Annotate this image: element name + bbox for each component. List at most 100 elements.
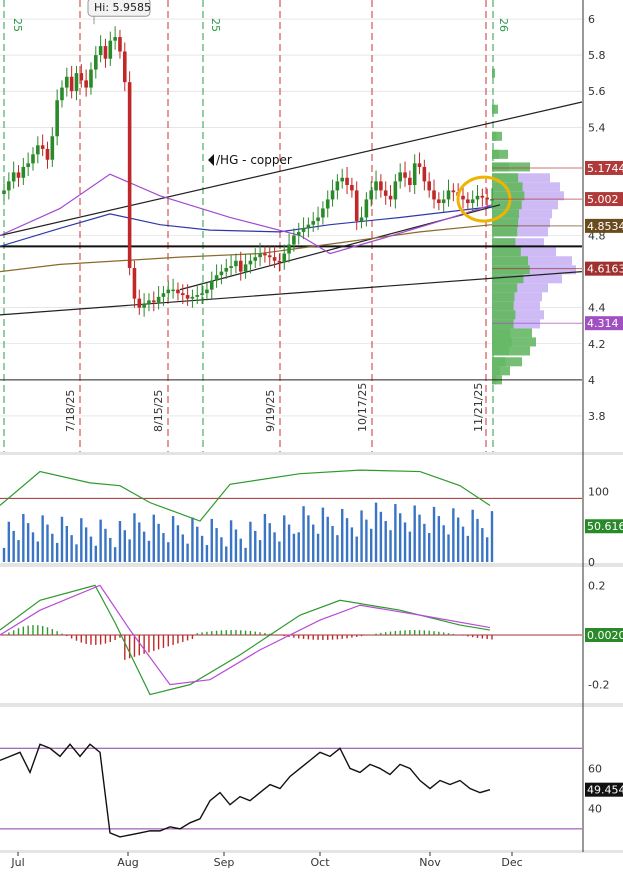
candle-body bbox=[306, 224, 311, 229]
volume-bar bbox=[283, 515, 286, 562]
event-date-label: 7/18/25 bbox=[64, 390, 77, 432]
profile-bar bbox=[492, 274, 562, 284]
volume-bar bbox=[60, 516, 64, 562]
volume-bar bbox=[70, 535, 73, 562]
volume-bar bbox=[123, 530, 126, 562]
profile-bar bbox=[492, 366, 510, 376]
candle-body bbox=[263, 253, 267, 256]
profile-bar-core bbox=[492, 301, 514, 311]
candle-body bbox=[103, 46, 108, 59]
profile-bar-core bbox=[492, 265, 530, 275]
volume-bar bbox=[94, 545, 98, 562]
candle-body bbox=[26, 163, 30, 167]
volume-bar bbox=[51, 533, 54, 562]
profile-bar-core bbox=[492, 366, 501, 376]
ma-50 bbox=[0, 206, 493, 247]
profile-bar bbox=[492, 247, 556, 257]
lower-channel-line bbox=[0, 270, 583, 316]
volume-bar bbox=[287, 524, 291, 562]
panel-separator bbox=[0, 850, 623, 853]
chart-title: /HG - copper bbox=[216, 153, 292, 167]
candle-body bbox=[137, 298, 142, 308]
rsi-line bbox=[0, 743, 491, 838]
candle-body bbox=[451, 190, 456, 193]
candle-body bbox=[277, 260, 282, 263]
volume-bar bbox=[138, 522, 141, 562]
volume-bar bbox=[17, 540, 20, 562]
volume-bar bbox=[312, 524, 315, 562]
profile-bar bbox=[492, 265, 576, 275]
volume-panel: 0 100 50.616 bbox=[0, 469, 623, 569]
candle-body bbox=[480, 195, 485, 198]
profile-bar bbox=[492, 319, 540, 329]
candle-body bbox=[258, 253, 262, 258]
candle-body bbox=[325, 199, 330, 209]
volume-bar bbox=[418, 514, 421, 562]
candle-body bbox=[287, 244, 291, 254]
candle-body bbox=[272, 257, 277, 261]
candle-body bbox=[156, 296, 161, 303]
month-label: Aug bbox=[117, 856, 138, 869]
candle-body bbox=[301, 228, 306, 232]
price-label-box bbox=[585, 316, 623, 331]
candle-body bbox=[74, 73, 79, 92]
profile-bar-core bbox=[492, 283, 518, 293]
candle-body bbox=[417, 163, 422, 167]
volume-bar bbox=[442, 525, 445, 562]
candle-body bbox=[234, 260, 238, 267]
month-label: Jul bbox=[10, 856, 24, 869]
volume-bar bbox=[186, 543, 189, 562]
candle-body bbox=[490, 199, 494, 201]
candle-body bbox=[214, 275, 219, 281]
macd-line bbox=[0, 584, 491, 696]
month-label: Sep bbox=[214, 856, 235, 869]
volume-bar bbox=[7, 521, 11, 562]
candle-body bbox=[200, 293, 204, 296]
volume-bar bbox=[461, 526, 465, 562]
volume-bar bbox=[379, 511, 383, 562]
volume-bar bbox=[481, 528, 484, 562]
upper-channel-line bbox=[0, 101, 583, 237]
price-tick-label: 6 bbox=[588, 13, 595, 26]
candle-body bbox=[195, 295, 200, 297]
price-tick-label: 4.4 bbox=[588, 302, 606, 315]
profile-bar bbox=[492, 173, 550, 183]
candle-body bbox=[354, 190, 359, 222]
candle-body bbox=[60, 87, 64, 101]
candle-body bbox=[79, 73, 84, 81]
volume-bar bbox=[99, 519, 102, 562]
price-label: 5.002 bbox=[587, 193, 619, 206]
candle-body bbox=[94, 55, 98, 70]
profile-bar-core bbox=[492, 256, 528, 266]
profile-bar-core bbox=[492, 218, 519, 228]
volume-bar bbox=[326, 516, 329, 562]
candle-body bbox=[180, 293, 185, 296]
volume-bar bbox=[109, 537, 112, 562]
volume-bar bbox=[162, 533, 165, 562]
profile-bar bbox=[492, 283, 548, 293]
candle-body bbox=[122, 51, 127, 83]
profile-bar-core bbox=[492, 131, 497, 141]
macd-panel: 0.2 -0.2 0.00207 bbox=[0, 579, 623, 696]
volume-bar bbox=[2, 547, 6, 562]
volume-bar bbox=[485, 537, 489, 562]
volume-bar bbox=[220, 537, 223, 562]
volume-bar bbox=[437, 516, 441, 562]
candle-body bbox=[118, 37, 122, 52]
price-tick-label: 5.4 bbox=[588, 121, 606, 134]
volume-bar bbox=[225, 546, 228, 562]
candle-body bbox=[393, 181, 398, 200]
candle-body bbox=[470, 199, 475, 204]
profile-bar bbox=[492, 227, 548, 237]
profile-bar-core bbox=[492, 200, 522, 210]
volume-bar bbox=[200, 535, 204, 562]
candle-body bbox=[412, 163, 417, 185]
volume-bar bbox=[307, 515, 310, 562]
volume-oscillator-line bbox=[0, 469, 491, 522]
volume-bar bbox=[423, 523, 426, 562]
profile-bar bbox=[492, 256, 572, 266]
volume-bar bbox=[292, 533, 296, 562]
candle-body bbox=[36, 145, 40, 155]
volume-bar bbox=[370, 528, 373, 562]
